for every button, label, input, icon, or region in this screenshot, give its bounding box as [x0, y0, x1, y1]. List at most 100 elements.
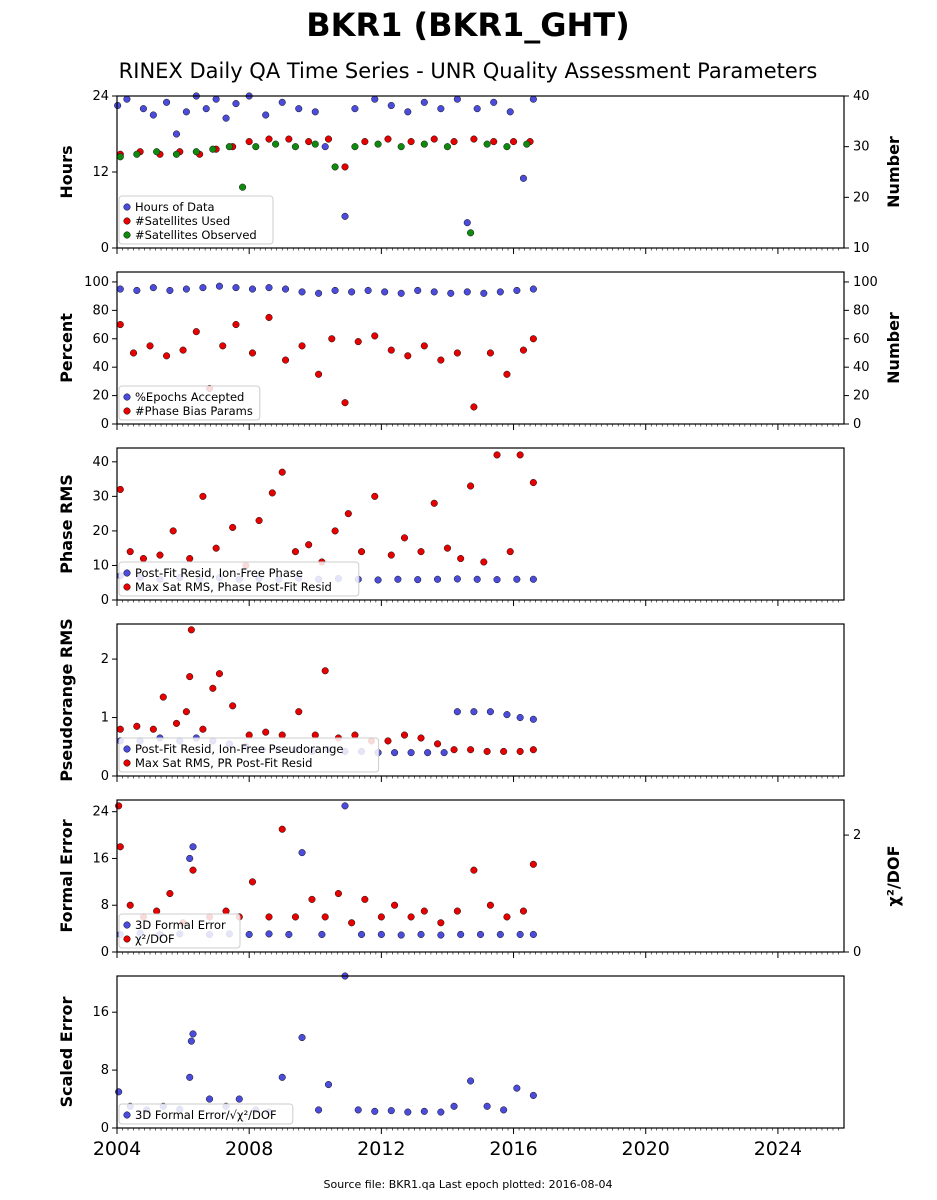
series-1-3: [116, 140, 531, 237]
legend-label-6-1: 3D Formal Error/√χ²/DOF: [135, 1108, 277, 1122]
point-5-2-1: [115, 802, 123, 810]
y-tick-label-1-2: 12: [92, 165, 109, 180]
point-6-1-11: [235, 1095, 243, 1103]
point-5-2-24: [420, 907, 428, 915]
y-tick-label-5-3: 16: [92, 851, 109, 866]
point-1-3-7: [225, 143, 233, 151]
point-2-2-6: [192, 328, 200, 336]
point-4-2-18: [321, 667, 329, 675]
point-2-1-7: [215, 282, 223, 290]
point-2-1-14: [331, 286, 339, 295]
point-1-1-28: [473, 105, 481, 113]
point-2-1-4: [166, 286, 174, 295]
point-4-1-22: [470, 708, 478, 716]
point-1-2-11: [305, 138, 313, 146]
legend-label-1-1: Hours of Data: [135, 200, 215, 214]
point-5-1-11: [285, 930, 293, 939]
point-3-2-32: [529, 478, 537, 487]
footer-source: Source file: BKR1.qa Last epoch plotted:…: [323, 1178, 612, 1191]
point-2-2-1: [116, 321, 124, 329]
point-1-1-1: [114, 101, 122, 110]
y-right-tick-label-2-3: 40: [853, 360, 870, 375]
series-2-2: [116, 313, 537, 411]
legend-label-3-2: Max Sat RMS, Phase Post-Fit Resid: [135, 580, 332, 594]
point-4-1-20: [440, 749, 448, 757]
point-4-2-4: [159, 693, 167, 701]
point-1-3-10: [272, 140, 280, 148]
point-1-2-15: [384, 135, 392, 143]
point-1-2-21: [509, 138, 518, 146]
point-6-1-1: [115, 1088, 123, 1096]
point-2-1-17: [381, 288, 389, 296]
point-2-2-25: [486, 349, 494, 357]
point-4-2-24: [417, 734, 425, 742]
point-1-2-10: [285, 135, 293, 143]
point-5-2-21: [377, 913, 385, 921]
point-5-1-13: [318, 930, 326, 939]
point-3-2-20: [371, 492, 379, 500]
legend-4: Post-Fit Resid, Ion-Free PseudorangeMax …: [118, 737, 380, 773]
point-2-1-6: [199, 284, 207, 292]
legend-box: [118, 385, 261, 421]
point-2-1-3: [149, 284, 157, 292]
point-4-1-17: [391, 749, 399, 757]
point-4-2-2: [133, 722, 141, 730]
point-3-2-27: [467, 482, 475, 490]
legend-label-4-1: Post-Fit Resid, Ion-Free Pseudorange: [135, 742, 343, 756]
point-5-2-12: [248, 878, 257, 886]
point-2-1-21: [447, 289, 455, 297]
point-4-2-16: [295, 708, 303, 716]
point-5-2-30: [519, 907, 528, 915]
x-tick-label-6: 2024: [754, 1138, 802, 1160]
y-tick-label-2-2: 20: [92, 389, 109, 404]
y-right-tick-label-2-4: 60: [853, 332, 870, 347]
y-axis-label-6: Scaled Error: [57, 997, 76, 1108]
point-5-2-8: [189, 866, 197, 874]
point-1-1-30: [506, 108, 514, 116]
figure-title: BKR1 (BKR1_GHT): [306, 6, 629, 44]
point-1-3-18: [443, 143, 452, 151]
point-4-2-31: [529, 746, 537, 754]
point-1-3-12: [311, 140, 319, 148]
point-4-2-1: [116, 725, 124, 733]
point-2-2-5: [179, 346, 187, 354]
y-right-tick-label-2-6: 100: [853, 275, 878, 290]
y-right-tick-label-2-2: 20: [853, 389, 870, 404]
point-2-2-20: [404, 352, 412, 360]
point-6-1-9: [205, 1095, 214, 1103]
point-4-1-18: [407, 749, 415, 757]
panel-6: 0 8 16 Scaled Error 3D Formal Error/√χ²/DOF 2…: [57, 972, 845, 1160]
point-1-3-1: [116, 153, 124, 161]
point-1-3-9: [252, 143, 260, 151]
point-2-2-16: [341, 399, 349, 407]
point-3-2-5: [169, 527, 177, 535]
legend-marker: [123, 393, 131, 401]
point-5-2-28: [486, 901, 494, 909]
point-4-2-14: [262, 728, 270, 736]
legend-marker: [123, 921, 131, 929]
point-1-1-9: [202, 105, 210, 113]
legend-label-1-3: #Satellites Observed: [135, 228, 257, 242]
point-3-1-17: [433, 575, 442, 583]
point-2-2-12: [281, 356, 290, 364]
y-tick-label-3-4: 30: [92, 489, 109, 504]
point-2-1-1: [116, 285, 124, 293]
point-6-1-16: [315, 1106, 323, 1114]
point-4-2-26: [450, 746, 458, 754]
point-4-2-5: [172, 719, 181, 727]
point-3-2-30: [506, 548, 514, 556]
legend-6: 3D Formal Error/√χ²/DOF: [118, 1103, 294, 1125]
point-4-2-17: [311, 731, 319, 739]
point-1-3-5: [192, 148, 200, 156]
point-5-1-6: [189, 843, 197, 851]
point-6-1-28: [500, 1106, 508, 1114]
point-2-1-12: [298, 288, 306, 296]
point-4-2-11: [215, 670, 223, 678]
point-4-1-21: [453, 708, 461, 716]
point-1-1-4: [149, 111, 157, 119]
point-1-1-14: [262, 111, 270, 119]
legend-box: [118, 737, 380, 773]
